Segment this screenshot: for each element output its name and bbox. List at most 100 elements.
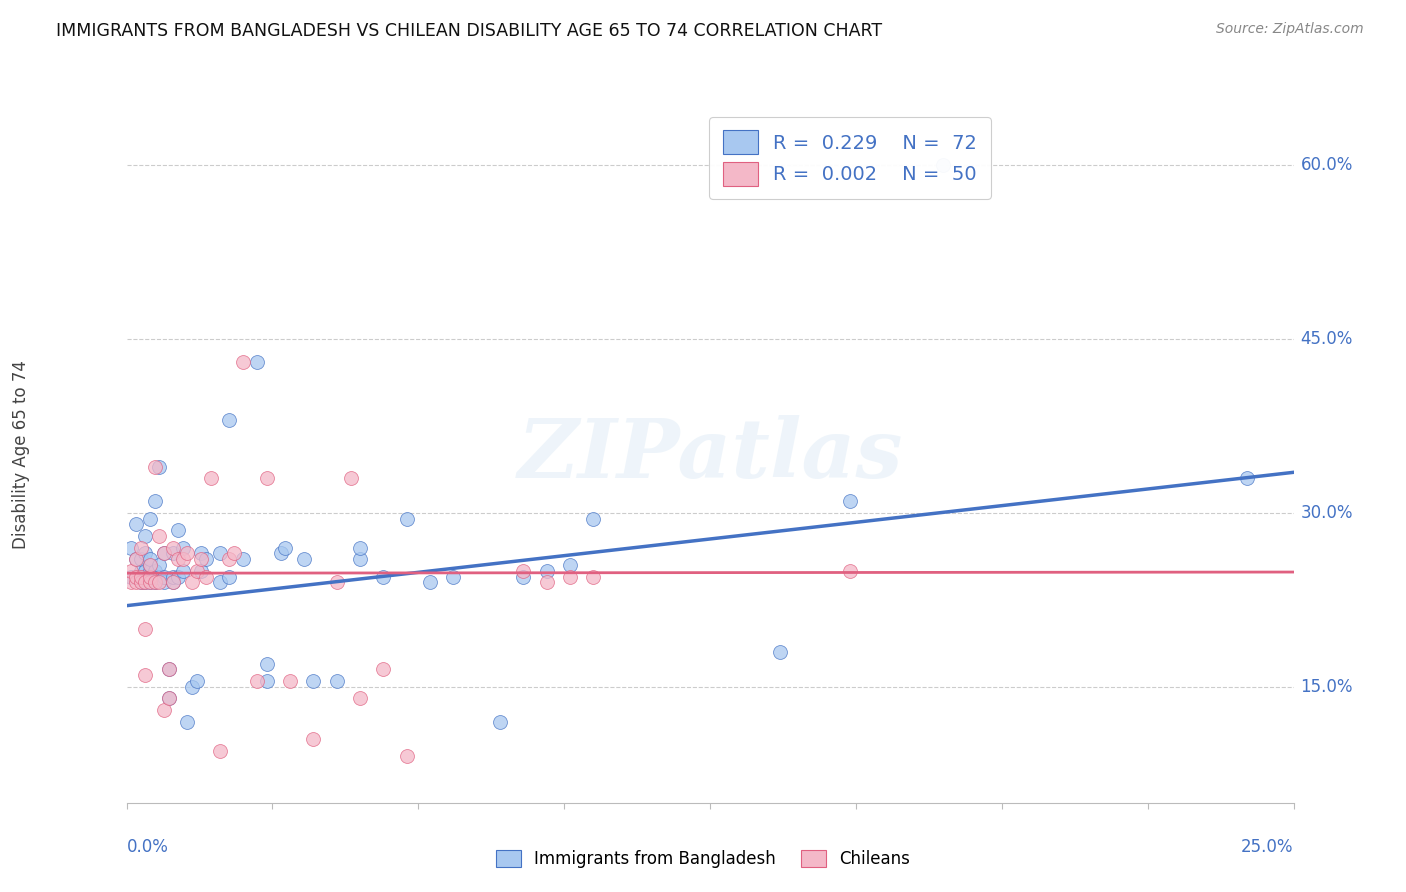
Point [218, 413, 240, 427]
Point [256, 657, 278, 671]
Point [190, 546, 212, 561]
Point [134, 575, 156, 590]
Point [162, 541, 184, 555]
Point [246, 355, 269, 369]
Point [143, 575, 166, 590]
Point [536, 564, 558, 578]
Point [139, 552, 162, 566]
Point [373, 662, 395, 676]
Point [143, 494, 166, 508]
Point [256, 674, 278, 689]
Text: 45.0%: 45.0% [1301, 330, 1353, 348]
Text: 30.0%: 30.0% [1301, 504, 1353, 522]
Point [172, 552, 194, 566]
Point [274, 541, 297, 555]
Text: 60.0%: 60.0% [1301, 156, 1353, 174]
Point [134, 529, 156, 543]
Point [325, 575, 347, 590]
Point [134, 622, 156, 636]
Point [512, 564, 534, 578]
Point [208, 575, 231, 590]
Point [932, 158, 955, 172]
Point [180, 575, 202, 590]
Text: Source: ZipAtlas.com: Source: ZipAtlas.com [1216, 22, 1364, 37]
Point [190, 552, 212, 566]
Point [373, 570, 395, 584]
Point [278, 674, 301, 689]
Point [222, 546, 245, 561]
Point [395, 511, 418, 525]
Point [270, 546, 292, 561]
Point [194, 570, 217, 584]
Point [172, 564, 194, 578]
Point [162, 575, 184, 590]
Legend: Immigrants from Bangladesh, Chileans: Immigrants from Bangladesh, Chileans [489, 843, 917, 875]
Point [125, 575, 148, 590]
Point [339, 471, 361, 485]
Point [120, 570, 142, 584]
Point [180, 680, 202, 694]
Point [256, 471, 278, 485]
Point [139, 558, 162, 573]
Point [139, 570, 162, 584]
Point [839, 494, 862, 508]
Point [167, 552, 190, 566]
Point [582, 570, 605, 584]
Point [489, 714, 512, 729]
Point [129, 541, 152, 555]
Point [186, 674, 208, 689]
Point [139, 570, 162, 584]
Point [129, 570, 152, 584]
Point [558, 558, 581, 573]
Point [139, 564, 162, 578]
Point [441, 570, 464, 584]
Point [839, 564, 862, 578]
Point [167, 523, 190, 537]
Point [232, 355, 254, 369]
Point [134, 570, 156, 584]
Text: IMMIGRANTS FROM BANGLADESH VS CHILEAN DISABILITY AGE 65 TO 74 CORRELATION CHART: IMMIGRANTS FROM BANGLADESH VS CHILEAN DI… [56, 22, 883, 40]
Point [120, 541, 142, 555]
Point [162, 546, 184, 561]
Point [194, 552, 217, 566]
Point [129, 552, 152, 566]
Point [162, 575, 184, 590]
Text: 25.0%: 25.0% [1241, 838, 1294, 856]
Point [232, 552, 254, 566]
Point [200, 471, 222, 485]
Point [218, 570, 240, 584]
Point [148, 570, 170, 584]
Point [125, 570, 148, 584]
Point [134, 546, 156, 561]
Point [157, 691, 180, 706]
Point [125, 517, 148, 532]
Point [218, 552, 240, 566]
Point [208, 546, 231, 561]
Point [190, 564, 212, 578]
Point [167, 570, 190, 584]
Point [1236, 471, 1258, 485]
Point [176, 546, 198, 561]
Point [125, 552, 148, 566]
Point [120, 575, 142, 590]
Point [153, 546, 176, 561]
Text: ZIPatlas: ZIPatlas [517, 415, 903, 495]
Point [292, 552, 315, 566]
Point [536, 575, 558, 590]
Point [148, 575, 170, 590]
Point [395, 749, 418, 764]
Point [246, 674, 269, 689]
Point [153, 570, 176, 584]
Text: 0.0%: 0.0% [127, 838, 169, 856]
Point [558, 570, 581, 584]
Point [172, 541, 194, 555]
Point [153, 575, 176, 590]
Point [157, 691, 180, 706]
Point [349, 691, 371, 706]
Text: Disability Age 65 to 74: Disability Age 65 to 74 [13, 360, 30, 549]
Legend: R =  0.229    N =  72, R =  0.002    N =  50: R = 0.229 N = 72, R = 0.002 N = 50 [709, 117, 991, 199]
Point [186, 564, 208, 578]
Point [148, 529, 170, 543]
Point [162, 570, 184, 584]
Point [129, 564, 152, 578]
